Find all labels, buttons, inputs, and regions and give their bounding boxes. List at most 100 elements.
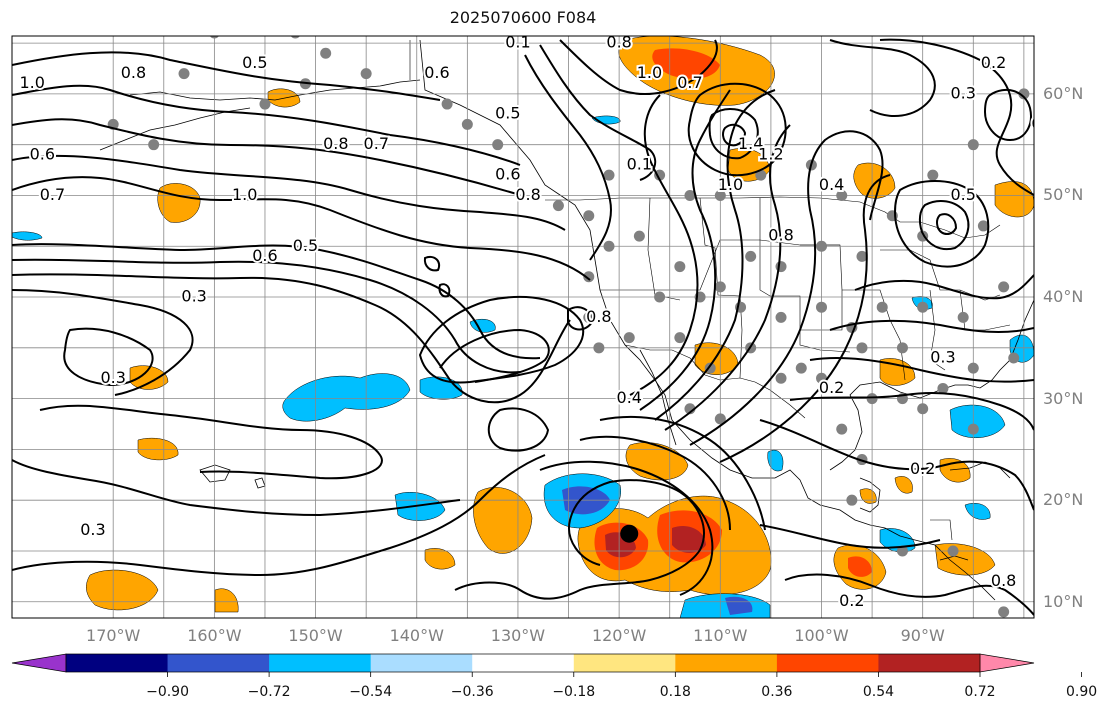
station-dot	[856, 342, 868, 354]
station-dot	[917, 301, 929, 313]
contour-label: 0.5	[293, 236, 318, 255]
map-frame	[11, 35, 1035, 619]
contour-label: 0.4	[819, 175, 844, 194]
station-dot	[583, 271, 595, 283]
longitude-label: 150°W	[288, 626, 343, 645]
contour-label: 1.0	[637, 63, 662, 82]
contour-label: 0.8	[586, 307, 611, 326]
station-dot	[967, 139, 979, 151]
station-dot	[977, 220, 989, 232]
colorbar-segment	[167, 654, 270, 672]
contour-label: 0.8	[121, 63, 146, 82]
coastlines	[99, 39, 1034, 601]
contour-label: 1.0	[232, 185, 257, 204]
station-dot	[1008, 352, 1020, 364]
colorbar-segment	[66, 654, 169, 672]
colorbar-segment	[472, 654, 575, 672]
latitude-label: 60°N	[1043, 83, 1084, 103]
contour-label: 1.0	[20, 73, 45, 92]
station-dot	[896, 545, 908, 557]
station-dot	[967, 423, 979, 435]
lat-lon-grid	[12, 36, 1034, 618]
contour-label: 0.2	[981, 53, 1006, 72]
colorbar-tick-label: 0.90	[1065, 684, 1098, 700]
contour-label: 0.3	[1031, 114, 1056, 133]
contour-label: 1.4	[738, 134, 763, 153]
contour-label: 0.8	[515, 185, 540, 204]
longitude-label: 110°W	[693, 626, 748, 645]
station-dot	[856, 250, 868, 262]
station-dot	[1049, 261, 1060, 272]
contour-label: 1.2	[758, 144, 783, 163]
station-dot	[957, 311, 969, 323]
contour-label: 0.2	[819, 378, 844, 397]
station-dot	[927, 169, 939, 181]
station-dot	[937, 382, 949, 394]
anomaly-shading	[12, 36, 1034, 618]
contour-label: 0.3	[100, 368, 125, 387]
contour-labels: 1.0 0.6 0.7 0.8 0.5 1.0 0.8 0.7 0.6 0.5 0.3 0.3 0.3 0…	[18, 33, 1067, 612]
station-dot	[461, 118, 473, 130]
station-dot	[917, 403, 929, 415]
contour-label: 0.7	[364, 134, 389, 153]
colorbar-tick-label: −0.54	[349, 684, 393, 700]
colorbar-segment	[269, 654, 372, 672]
contour-label: 0.3	[80, 520, 105, 539]
station-dot	[603, 169, 615, 181]
station-dot	[179, 17, 190, 28]
longitude-label: 170°W	[86, 626, 141, 645]
colorbar-tick-label: −0.72	[247, 684, 291, 700]
colorbar-high-extension	[979, 653, 1035, 673]
station-dot	[290, 36, 300, 39]
station-dot	[158, 17, 169, 28]
station-dot	[967, 362, 979, 374]
station-dot	[178, 68, 190, 80]
latitude-label: 10°N	[1043, 591, 1084, 611]
contour-label: 0.5	[950, 185, 975, 204]
station-dot	[816, 240, 828, 252]
station-dot	[998, 606, 1010, 618]
contour-label: 0.1	[505, 33, 530, 52]
longitude-label: 120°W	[591, 626, 647, 645]
station-dot	[998, 281, 1010, 293]
station-dot	[755, 169, 767, 181]
contour-label: 0.2	[839, 591, 864, 610]
contour-label: 0.7	[40, 185, 65, 204]
station-dot	[816, 372, 828, 384]
station-dot	[583, 210, 595, 222]
contour-label: 0.4	[617, 388, 642, 407]
station-dot	[775, 372, 787, 384]
station-dot	[259, 98, 271, 110]
contour-label: 0.5	[242, 53, 267, 72]
station-dot	[745, 250, 757, 262]
colorbar-frame	[65, 653, 981, 673]
longitude-label: 140°W	[389, 626, 444, 645]
contour-label: 0.8	[606, 33, 631, 52]
station-dot	[836, 423, 848, 435]
station-dot	[714, 413, 726, 425]
station-dot	[836, 189, 848, 201]
colorbar-tick-label: 0.36	[761, 684, 793, 700]
contour-label: 0.1	[627, 154, 652, 173]
station-dot	[896, 342, 908, 354]
contour-label: 0.8	[768, 226, 793, 245]
contour-label: 0.6	[252, 246, 277, 265]
contour-label: 0.6	[495, 165, 520, 184]
contour-label: 0.2	[1042, 510, 1067, 529]
station-dot	[320, 47, 332, 59]
contour-label: 0.3	[950, 83, 975, 102]
station-dot	[603, 240, 615, 252]
colorbar-low-extension	[11, 653, 67, 673]
colorbar-tick-label: −0.36	[450, 684, 494, 700]
station-dot	[876, 301, 888, 313]
station-dot	[714, 281, 726, 293]
station-dot	[593, 342, 605, 354]
station-dot	[674, 332, 686, 344]
contour-label: 0.7	[677, 73, 702, 92]
station-dot	[1049, 464, 1060, 475]
longitude-label: 100°W	[794, 626, 849, 645]
contour-label: 0.2	[910, 459, 935, 478]
latitude-label: 30°N	[1043, 388, 1084, 408]
colorbar-segment	[573, 654, 676, 672]
